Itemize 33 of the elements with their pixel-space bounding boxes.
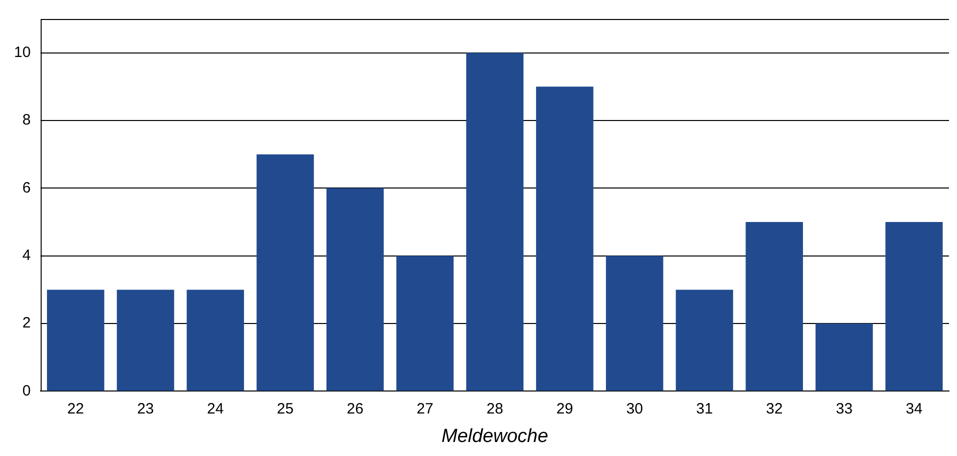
x-tick-label: 23 [137, 400, 154, 418]
bar [676, 290, 734, 391]
y-tick-label: 4 [22, 246, 31, 264]
bar [746, 222, 803, 391]
x-tick-label: 22 [67, 400, 84, 418]
y-tick-label: 8 [22, 112, 31, 129]
bar [256, 154, 314, 391]
x-tick-label: 32 [766, 400, 783, 418]
x-tick-label: 29 [556, 400, 574, 418]
x-tick-label: 33 [836, 400, 853, 418]
x-axis-title: Meldewoche [442, 426, 548, 447]
y-tick-label: 0 [22, 382, 31, 400]
y-tick-label: 10 [14, 44, 31, 61]
bar [536, 86, 594, 391]
x-tick-label: 30 [626, 400, 643, 418]
bar [816, 324, 873, 391]
x-tick-label: 24 [207, 400, 224, 418]
bar [466, 52, 524, 391]
bar [885, 222, 943, 391]
bar [46, 290, 104, 391]
x-tick-label: 28 [486, 400, 504, 418]
x-tick-label: 26 [346, 400, 364, 418]
x-tick-label: 25 [276, 400, 294, 418]
y-tick-label: 6 [22, 179, 31, 196]
x-tick-label: 27 [416, 400, 434, 418]
bar [186, 290, 244, 391]
bar [606, 256, 664, 391]
bar [396, 256, 454, 391]
bar [116, 290, 174, 391]
x-tick-label: 31 [696, 400, 713, 418]
bar [326, 188, 384, 391]
y-tick-label: 2 [22, 314, 31, 332]
x-tick-label: 34 [906, 400, 922, 418]
